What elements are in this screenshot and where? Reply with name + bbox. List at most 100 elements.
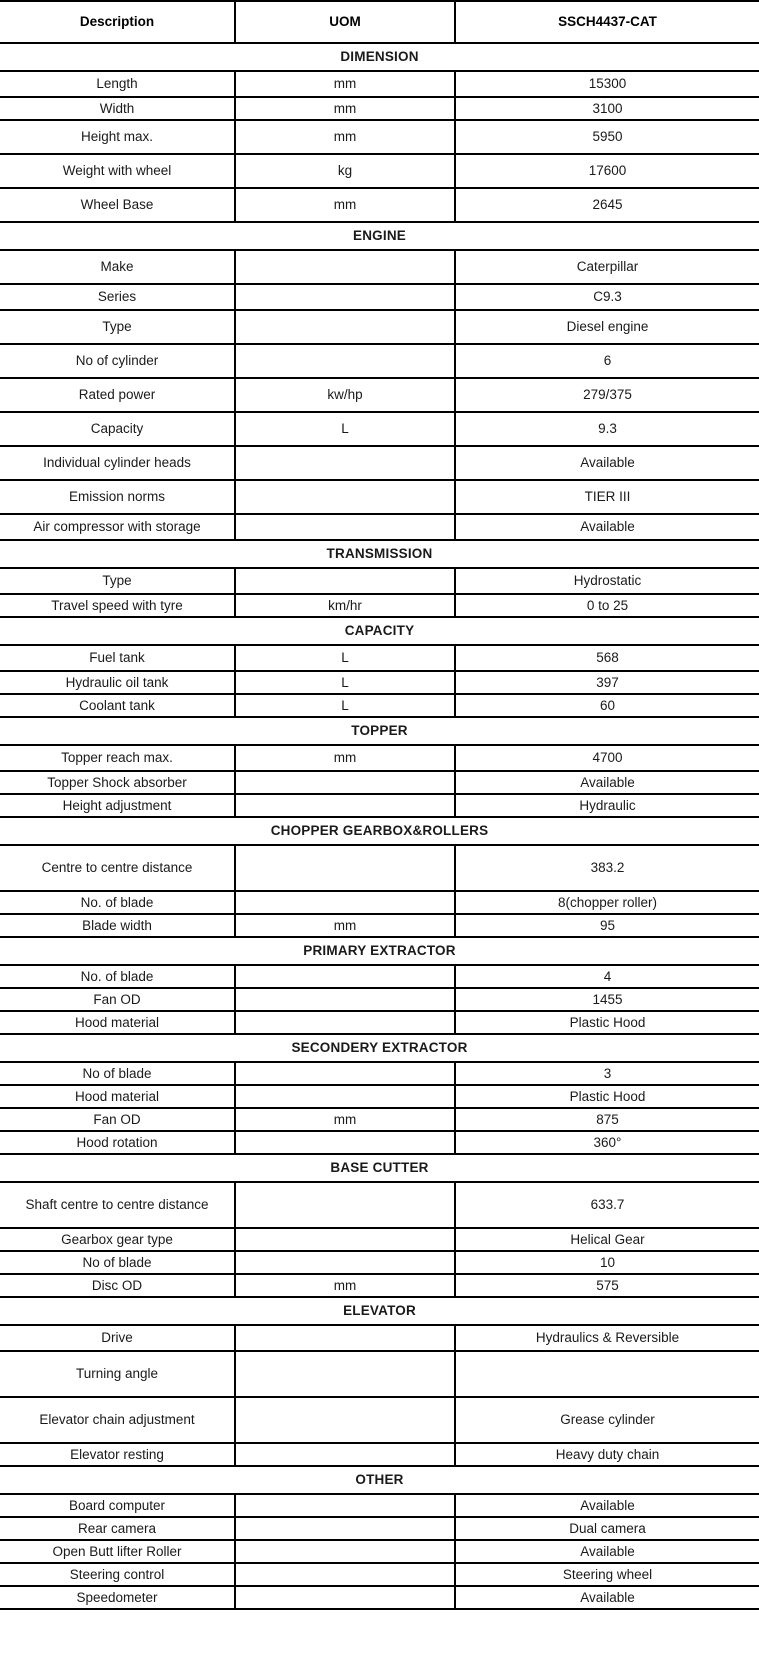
spec-row: Type Hydrostatic [0,567,759,595]
spec-row: Hood rotation 360° [0,1130,759,1155]
spec-value: 0 to 25 [454,593,759,618]
spec-uom [234,513,456,541]
spec-description: Gearbox gear type [0,1227,236,1252]
spec-row: Hood material Plastic Hood [0,1084,759,1109]
table-header-row: Description UOM SSCH4437-CAT [0,0,759,44]
spec-row: Width mm 3100 [0,96,759,121]
spec-value: Steering wheel [454,1562,759,1587]
spec-value: 383.2 [454,844,759,892]
spec-row: Elevator resting Heavy duty chain [0,1442,759,1467]
spec-description: Rated power [0,377,236,413]
spec-uom [234,1227,456,1252]
spec-uom: L [234,693,456,718]
spec-row: Open Butt lifter Roller Available [0,1539,759,1564]
spec-row: Blade width mm 95 [0,913,759,938]
spec-description: Fan OD [0,1107,236,1132]
spec-uom: mm [234,70,456,98]
spec-value: 1455 [454,987,759,1012]
section-title: SECONDERY EXTRACTOR [0,1033,759,1063]
spec-value: 6 [454,343,759,379]
spec-uom [234,1061,456,1086]
spec-uom [234,793,456,818]
spec-value: 360° [454,1130,759,1155]
spec-uom: mm [234,1107,456,1132]
spec-row: Disc OD mm 575 [0,1273,759,1298]
spec-uom: mm [234,744,456,772]
section-title: TRANSMISSION [0,539,759,569]
spec-uom: mm [234,187,456,223]
spec-row: Fuel tank L 568 [0,644,759,672]
column-header-uom: UOM [234,0,456,44]
spec-row: No of cylinder 6 [0,343,759,379]
spec-value: 633.7 [454,1181,759,1229]
spec-description: Open Butt lifter Roller [0,1539,236,1564]
spec-row: No. of blade 4 [0,964,759,989]
spec-value: 2645 [454,187,759,223]
spec-value: 568 [454,644,759,672]
spec-description: Wheel Base [0,187,236,223]
spec-row: Individual cylinder heads Available [0,445,759,481]
spec-value: Available [454,1539,759,1564]
spec-value [454,1350,759,1398]
spec-description: Speedometer [0,1585,236,1610]
spec-value: Available [454,1585,759,1610]
spec-row: Travel speed with tyre km/hr 0 to 25 [0,593,759,618]
spec-uom [234,1350,456,1398]
spec-description: Topper Shock absorber [0,770,236,795]
section-title: CAPACITY [0,616,759,646]
spec-value: 8(chopper roller) [454,890,759,915]
spec-value: TIER III [454,479,759,515]
spec-uom: mm [234,913,456,938]
spec-uom [234,1516,456,1541]
spec-row: Coolant tank L 60 [0,693,759,718]
spec-row: Height max. mm 5950 [0,119,759,155]
spec-row: Type Diesel engine [0,309,759,345]
spec-description: Make [0,249,236,285]
spec-value: Hydrostatic [454,567,759,595]
spec-uom: mm [234,1273,456,1298]
spec-value: 17600 [454,153,759,189]
spec-value: Helical Gear [454,1227,759,1252]
section-title: ENGINE [0,221,759,251]
section-title: OTHER [0,1465,759,1495]
spec-uom [234,1493,456,1518]
spec-uom [234,343,456,379]
spec-description: Air compressor with storage [0,513,236,541]
section-header-row: CAPACITY [0,616,759,646]
section-header-row: OTHER [0,1465,759,1495]
column-header-model: SSCH4437-CAT [454,0,759,44]
spec-row: Elevator chain adjustment Grease cylinder [0,1396,759,1444]
spec-uom: mm [234,119,456,155]
spec-row: Steering control Steering wheel [0,1562,759,1587]
spec-uom [234,987,456,1012]
spec-value: 397 [454,670,759,695]
spec-uom: kg [234,153,456,189]
spec-uom [234,1324,456,1352]
spec-row: Length mm 15300 [0,70,759,98]
spec-value: 575 [454,1273,759,1298]
specification-table-body: Description UOM SSCH4437-CAT DIMENSION Lengt… [0,0,759,1610]
spec-description: Emission norms [0,479,236,515]
spec-row: Gearbox gear type Helical Gear [0,1227,759,1252]
spec-row: Topper reach max. mm 4700 [0,744,759,772]
spec-description: Length [0,70,236,98]
spec-description: Capacity [0,411,236,447]
spec-row: Fan OD mm 875 [0,1107,759,1132]
spec-description: Drive [0,1324,236,1352]
section-title: CHOPPER GEARBOX&ROLLERS [0,816,759,846]
spec-description: Rear camera [0,1516,236,1541]
spec-value: 95 [454,913,759,938]
spec-row: Rated power kw/hp 279/375 [0,377,759,413]
spec-value: Diesel engine [454,309,759,345]
section-title: ELEVATOR [0,1296,759,1326]
section-header-row: DIMENSION [0,42,759,72]
spec-description: Width [0,96,236,121]
spec-row: Hood material Plastic Hood [0,1010,759,1035]
spec-value: Plastic Hood [454,1010,759,1035]
spec-value: Available [454,513,759,541]
section-header-row: ELEVATOR [0,1296,759,1326]
section-header-row: TOPPER [0,716,759,746]
spec-uom [234,567,456,595]
column-header-description: Description [0,0,236,44]
spec-description: Fan OD [0,987,236,1012]
